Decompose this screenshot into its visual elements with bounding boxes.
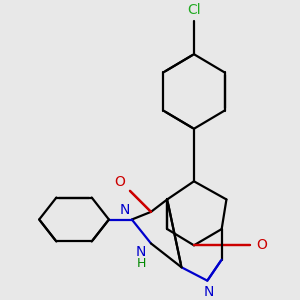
Text: O: O <box>256 238 267 252</box>
Text: N: N <box>136 245 146 259</box>
Text: Cl: Cl <box>187 3 201 17</box>
Text: N: N <box>204 285 214 299</box>
Text: N: N <box>120 203 130 217</box>
Text: O: O <box>114 175 125 189</box>
Text: H: H <box>137 257 146 270</box>
